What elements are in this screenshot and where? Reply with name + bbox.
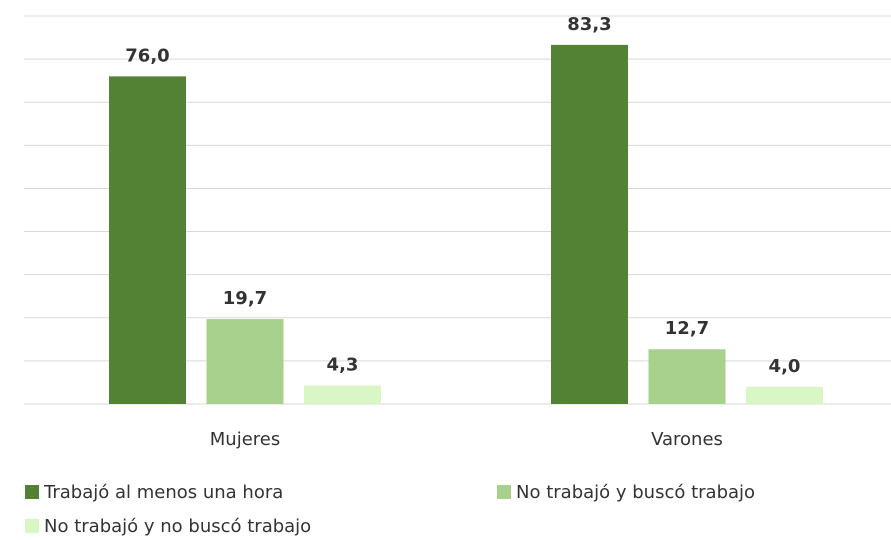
data-label: 76,0 [125, 45, 169, 66]
data-label: 83,3 [567, 14, 611, 35]
legend-label: Trabajó al menos una hora [43, 482, 283, 503]
data-label: 12,7 [665, 318, 709, 339]
legend-swatch [497, 485, 511, 499]
legend-label: No trabajó y no buscó trabajo [44, 516, 311, 537]
x-tick-label: Varones [651, 429, 723, 450]
bar [551, 44, 628, 404]
legend-swatch [25, 485, 39, 499]
data-label: 4,3 [327, 354, 359, 375]
legend-label: No trabajó y buscó trabajo [516, 482, 755, 503]
bar [648, 349, 726, 404]
data-label: 4,0 [769, 356, 801, 377]
legend-swatch [25, 519, 39, 533]
data-label: 19,7 [223, 288, 267, 309]
bar [109, 76, 186, 404]
bar [304, 385, 381, 404]
x-tick-label: Mujeres [210, 429, 280, 450]
bar [746, 386, 823, 404]
bar [206, 319, 284, 404]
